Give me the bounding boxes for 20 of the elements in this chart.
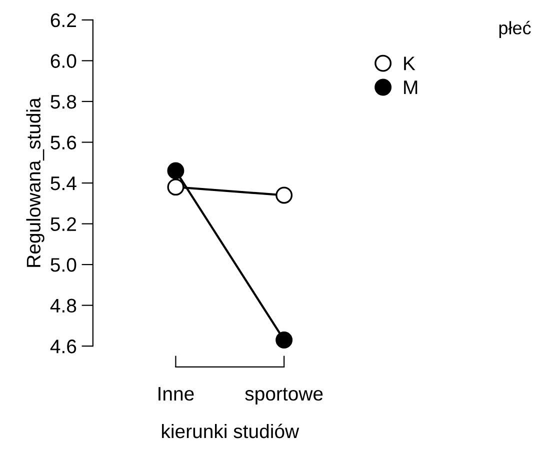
y-tick-label: 5.8 — [50, 94, 76, 109]
y-tick-label: 4.6 — [50, 340, 76, 354]
point — [276, 186, 293, 204]
y-tick-label: 5.2 — [50, 217, 76, 232]
x-tick-label: Inne — [158, 387, 194, 401]
y-tick-label: 5.4 — [50, 176, 76, 190]
y-tick-label: 5.0 — [50, 258, 76, 272]
y-tick-label: 5.6 — [50, 136, 76, 150]
point — [167, 162, 184, 180]
point — [276, 332, 293, 348]
y-tick-label: 4.8 — [50, 298, 76, 313]
y-axis-title: Regulowana_studia — [26, 98, 44, 267]
legend-label: M — [404, 80, 418, 94]
legend-title: płeć — [499, 20, 531, 38]
y-tick-label: 6.0 — [50, 54, 76, 68]
y-tick-label: 6.2 — [50, 13, 76, 28]
point — [167, 178, 184, 196]
legend-label: K — [404, 56, 416, 70]
x-axis-title: kierunki studiów — [162, 424, 300, 438]
x-tick-label: sportowe — [245, 388, 323, 404]
